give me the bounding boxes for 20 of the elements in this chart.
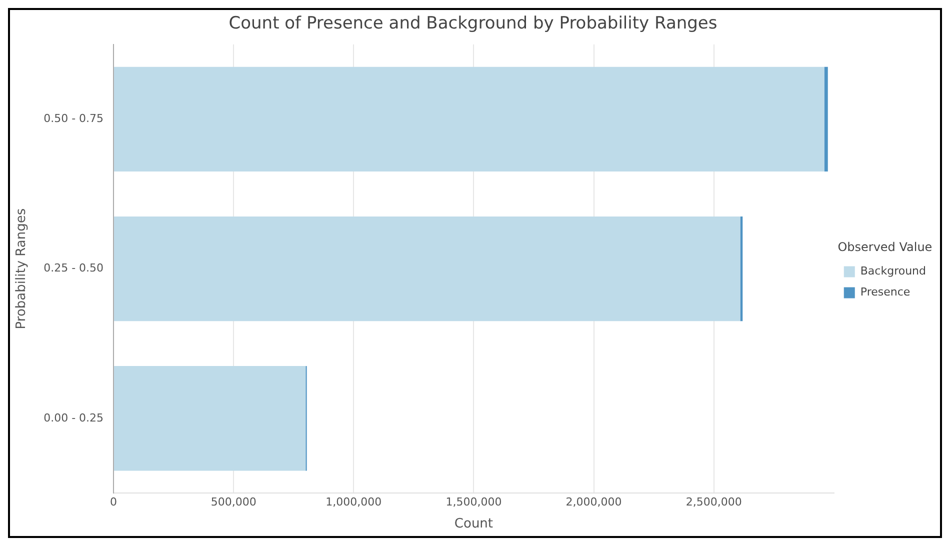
y-axis-title: Probability Ranges — [14, 208, 30, 330]
legend-label: Background — [860, 264, 926, 278]
bar — [740, 216, 743, 322]
chart-title: Count of Presence and Background by Probability Ranges — [228, 14, 718, 34]
x-tick-label: 1,500,000 — [446, 496, 502, 509]
legend-title: Observed Value — [838, 240, 932, 254]
bar — [114, 366, 306, 471]
y-tick-label: 0.50 - 0.75 — [44, 112, 104, 126]
x-tick-label: 2,000,000 — [566, 496, 622, 509]
legend-label: Presence — [860, 286, 910, 299]
x-tick-label: 500,000 — [210, 496, 256, 509]
bar — [114, 216, 740, 322]
bar — [114, 66, 824, 172]
x-tick-label: 0 — [110, 496, 118, 509]
x-tick-label: 1,000,000 — [326, 496, 382, 509]
x-tick-label: 2,500,000 — [686, 496, 742, 509]
x-axis-title: Count — [454, 516, 494, 532]
bar — [824, 66, 828, 172]
y-tick-label: 0.00 - 0.25 — [44, 411, 104, 424]
y-tick-label: 0.25 - 0.50 — [44, 262, 104, 275]
